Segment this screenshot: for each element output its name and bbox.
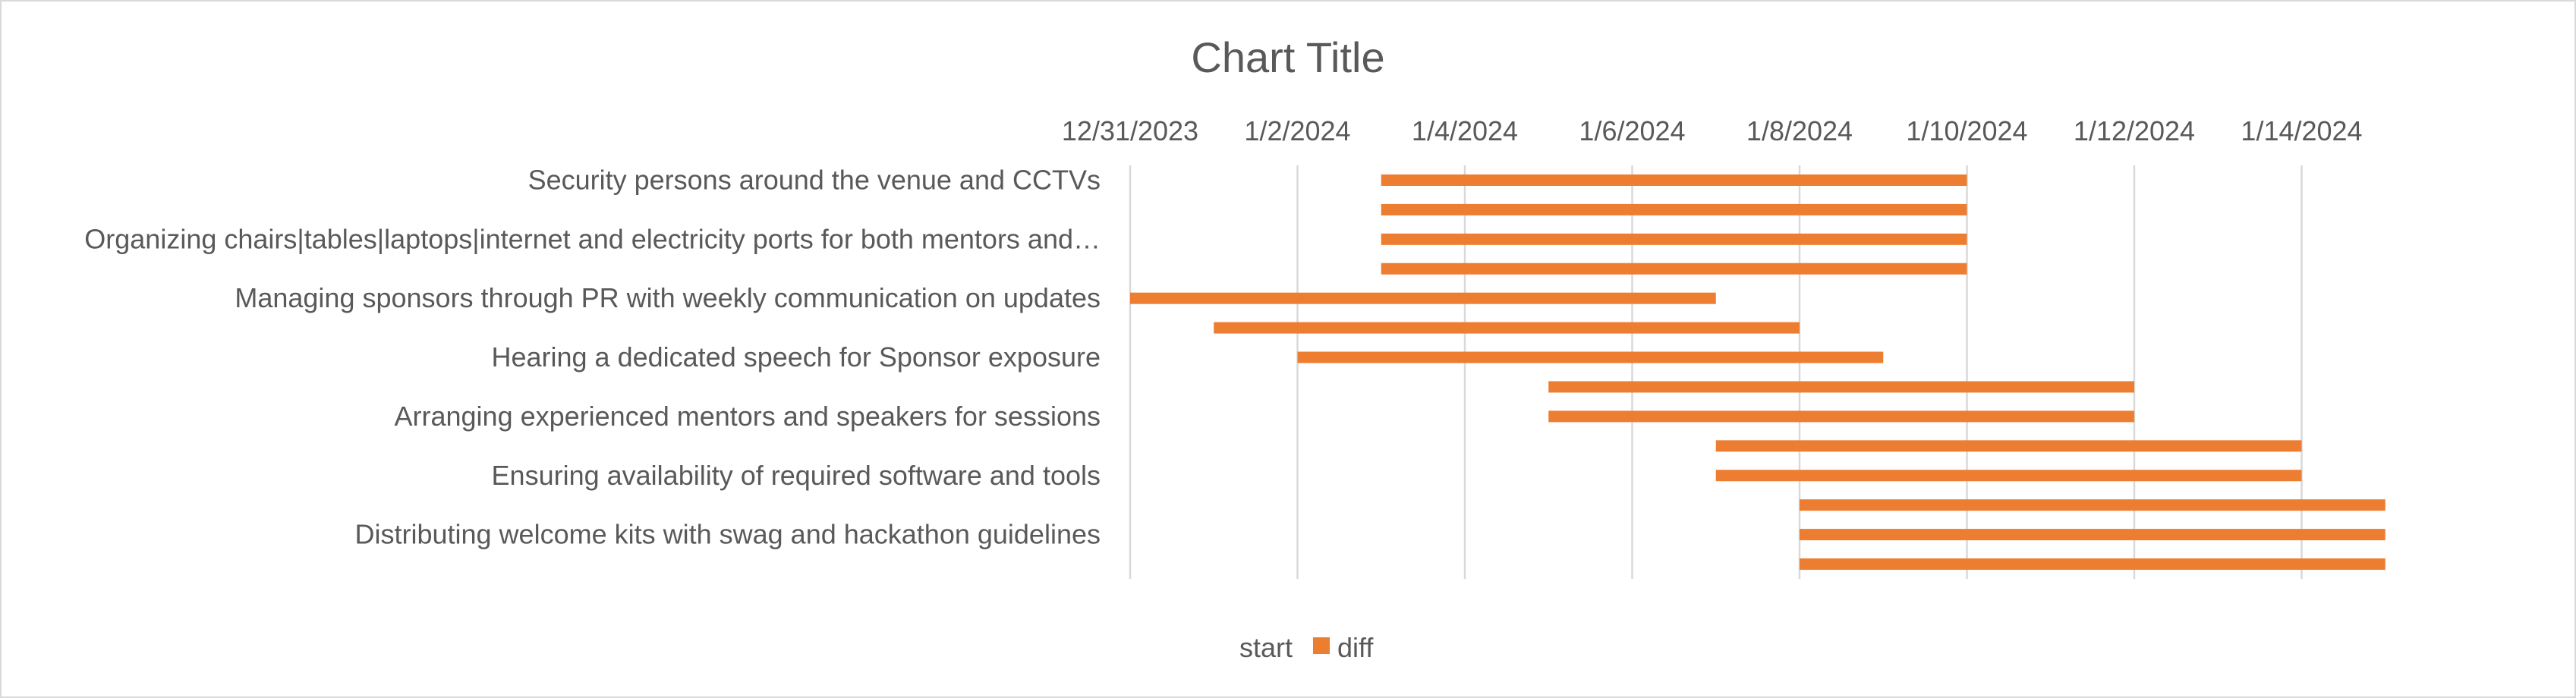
x-tick-label: 1/10/2024 — [1906, 115, 2027, 146]
gantt-bar — [1800, 499, 2385, 511]
gantt-bar — [1381, 263, 1967, 275]
x-tick-label: 12/31/2023 — [1062, 115, 1198, 146]
category-label: Organizing chairs|tables|laptops|interne… — [84, 223, 1101, 254]
x-tick-label: 1/12/2024 — [2074, 115, 2195, 146]
category-label: Distributing welcome kits with swag and … — [354, 519, 1101, 550]
category-label: Arranging experienced mentors and speake… — [395, 401, 1101, 432]
gridlines — [1129, 165, 2303, 579]
legend-diff-label: diff — [1337, 632, 1374, 663]
category-label: Security persons around the venue and CC… — [528, 164, 1101, 195]
chart-title: Chart Title — [1191, 33, 1384, 81]
category-label: Managing sponsors through PR with weekly… — [235, 282, 1101, 313]
gantt-bar — [1381, 203, 1967, 215]
category-labels: Security persons around the venue and CC… — [84, 164, 1101, 549]
x-tick-label: 1/8/2024 — [1746, 115, 1853, 146]
gantt-bar — [1800, 558, 2385, 571]
category-label: Ensuring availability of required softwa… — [492, 460, 1101, 491]
x-tick-label: 1/2/2024 — [1244, 115, 1350, 146]
x-tick-label: 1/6/2024 — [1579, 115, 1685, 146]
gantt-bar — [1297, 351, 1884, 363]
gantt-bar — [1214, 322, 1800, 334]
x-tick-label: 1/4/2024 — [1412, 115, 1518, 146]
x-axis-ticks: 12/31/2023 1/2/2024 1/4/2024 1/6/2024 1/8/20… — [1062, 115, 2363, 146]
legend-diff-swatch — [1313, 637, 1330, 654]
legend: start diff — [1239, 632, 1374, 663]
bars — [1130, 174, 2385, 571]
gantt-bar — [1130, 292, 1716, 304]
gantt-bar — [1548, 410, 2134, 423]
x-tick-label: 1/14/2024 — [2241, 115, 2362, 146]
gantt-bar — [1381, 174, 1967, 186]
legend-start-label: start — [1239, 632, 1293, 663]
gantt-bar — [1800, 529, 2385, 541]
gantt-bar — [1715, 440, 2302, 452]
gantt-bar — [1548, 381, 2134, 393]
gantt-bar — [1715, 470, 2302, 482]
category-label: Hearing a dedicated speech for Sponsor e… — [491, 341, 1101, 373]
gantt-bar — [1381, 233, 1967, 245]
